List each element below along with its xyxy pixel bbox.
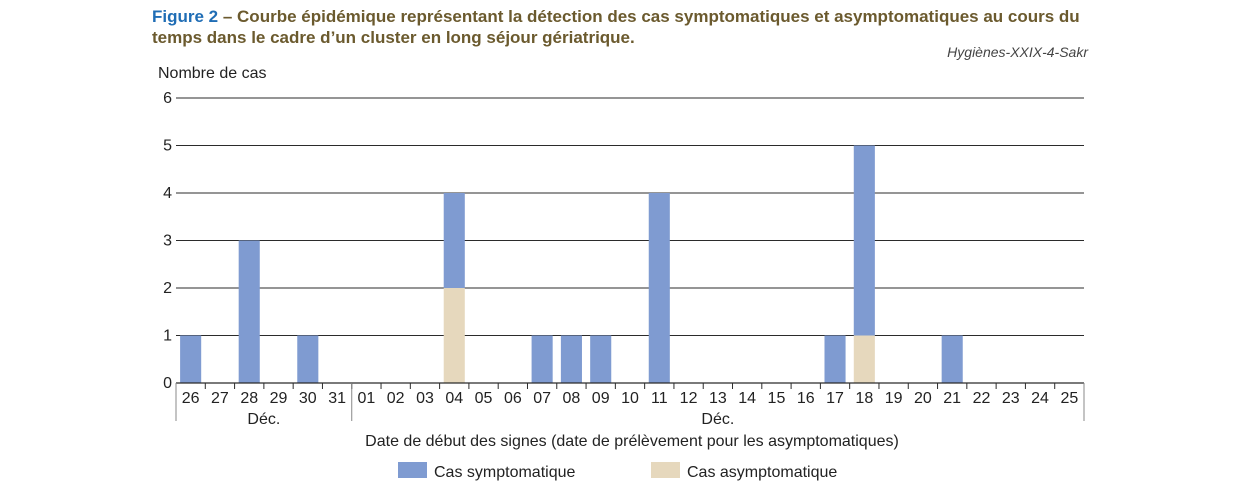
x-tick-label: 20 bbox=[914, 390, 932, 407]
x-tick-label: 26 bbox=[182, 390, 200, 407]
bar-segment bbox=[590, 335, 612, 383]
y-tick-label: 6 bbox=[163, 90, 172, 107]
x-tick-label: 29 bbox=[270, 390, 288, 407]
x-tick-label: 10 bbox=[621, 390, 639, 407]
x-tick-label: 23 bbox=[1002, 390, 1020, 407]
bar-segment bbox=[443, 288, 465, 383]
bar-segment bbox=[560, 335, 582, 383]
legend-swatch bbox=[651, 462, 680, 478]
y-tick-label: 0 bbox=[163, 375, 172, 392]
y-tick-label: 2 bbox=[163, 280, 172, 297]
x-tick-label: 31 bbox=[328, 390, 346, 407]
x-tick-label: 19 bbox=[885, 390, 903, 407]
bar-segment bbox=[853, 145, 875, 336]
bar-segment bbox=[941, 335, 963, 383]
x-tick-label: 30 bbox=[299, 390, 317, 407]
y-tick-label: 4 bbox=[163, 185, 172, 202]
bar-segment bbox=[824, 335, 846, 383]
x-tick-label: 07 bbox=[533, 390, 551, 407]
bar-segment bbox=[648, 193, 670, 383]
grid-lines: 0 1 2 3 4 5 6 bbox=[163, 90, 1084, 392]
x-tick-label: 12 bbox=[680, 390, 698, 407]
figure-title-text: Courbe épidémique représentant la détect… bbox=[152, 7, 1080, 47]
x-tick-label: 14 bbox=[738, 390, 756, 407]
x-tick-label: 16 bbox=[797, 390, 815, 407]
figure-label: Figure 2 bbox=[152, 7, 219, 26]
bar-segment bbox=[531, 335, 553, 383]
figure-title: Figure 2 – Courbe épidémique représentan… bbox=[152, 6, 1082, 48]
month-group-label: Déc. bbox=[701, 411, 734, 428]
month-group-label: Déc. bbox=[247, 411, 280, 428]
x-tick-label: 28 bbox=[240, 390, 258, 407]
x-axis-label: Date de début des signes (date de prélèv… bbox=[365, 433, 899, 450]
y-tick-label: 1 bbox=[163, 328, 172, 345]
figure-title-separator: – bbox=[218, 7, 238, 26]
legend: Cas symptomatique Cas asymptomatique bbox=[398, 462, 837, 481]
x-tick-label: 06 bbox=[504, 390, 522, 407]
x-tick-label: 18 bbox=[855, 390, 873, 407]
x-tick-label: 02 bbox=[387, 390, 405, 407]
x-tick-label: 05 bbox=[475, 390, 493, 407]
x-tick-label: 08 bbox=[563, 390, 581, 407]
x-tick-label: 24 bbox=[1031, 390, 1049, 407]
figure-credit: Hygiènes-XXIX-4-Sakr bbox=[947, 44, 1088, 60]
x-tick-label: 25 bbox=[1060, 390, 1078, 407]
x-tick-label: 17 bbox=[826, 390, 844, 407]
y-axis-label: Nombre de cas bbox=[158, 65, 267, 82]
y-tick-label: 3 bbox=[163, 233, 172, 250]
x-axis: 26 27 28 29 30 31 01 02 03 04 05 06 07 08 09 10 11 12 13 14… bbox=[175, 382, 1085, 428]
x-tick-label: 03 bbox=[416, 390, 434, 407]
x-tick-label: 04 bbox=[445, 390, 463, 407]
legend-swatch bbox=[398, 462, 427, 478]
x-tick-label: 27 bbox=[211, 390, 229, 407]
x-tick-label: 11 bbox=[651, 390, 668, 407]
bar-segment bbox=[853, 335, 875, 383]
x-tick-label: 21 bbox=[943, 390, 961, 407]
x-tick-label: 01 bbox=[357, 390, 375, 407]
bars bbox=[180, 145, 963, 383]
x-tick-label: 15 bbox=[768, 390, 786, 407]
x-tick-label: 22 bbox=[973, 390, 991, 407]
y-tick-label: 5 bbox=[163, 138, 172, 155]
x-tick-label: 09 bbox=[592, 390, 610, 407]
bar-segment bbox=[180, 335, 202, 383]
legend-label: Cas asymptomatique bbox=[687, 464, 837, 481]
bar-segment bbox=[297, 335, 319, 383]
x-tick-label: 13 bbox=[709, 390, 727, 407]
bar-segment bbox=[238, 240, 260, 383]
bar-segment bbox=[443, 193, 465, 288]
legend-label: Cas symptomatique bbox=[434, 464, 575, 481]
